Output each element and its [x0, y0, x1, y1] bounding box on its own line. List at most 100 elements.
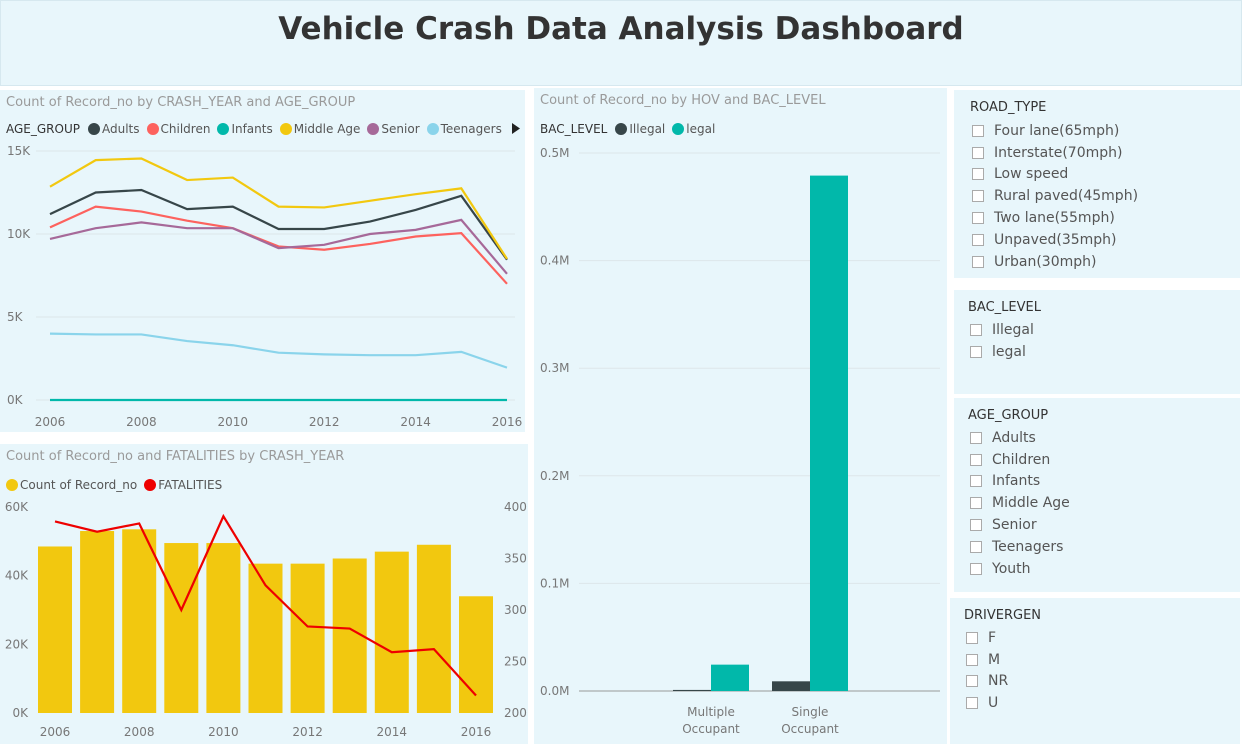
slicer-option-legal[interactable]: legal [970, 341, 1034, 363]
legend-item-middle-age[interactable]: Middle Age [279, 122, 360, 136]
hov-bac-chart-plot: 0.0M 0.1M 0.2M 0.3M 0.4M 0.5M Multiple Occupant… [540, 146, 940, 736]
bar-records-2006 [38, 546, 72, 713]
slicer-option-four-lane-65mph[interactable]: Four lane(65mph) [972, 120, 1138, 142]
records-fatalities-combo-chart[interactable]: Count of Record_no and FATALITIES by CRA… [0, 444, 528, 744]
road-type-slicer[interactable]: ROAD_TYPE Four lane(65mph) Interstate(70m… [954, 90, 1240, 278]
y2-tick-label: 300 [504, 603, 527, 617]
checkbox[interactable] [970, 453, 982, 466]
checkbox[interactable] [972, 190, 984, 203]
legend-item-infants[interactable]: Infants [217, 122, 273, 136]
legend-dot-icon [672, 123, 685, 135]
y2-tick-label: 350 [504, 552, 527, 566]
age-group-slicer[interactable]: AGE_GROUP Adults Children Infants Middle Ag… [954, 398, 1240, 592]
y-tick-label: 10K [7, 227, 31, 241]
chart-title: Count of Record_no by CRASH_YEAR and AGE… [6, 95, 356, 110]
slicer-option-teenagers[interactable]: Teenagers [970, 536, 1070, 558]
dashboard-title: Vehicle Crash Data Analysis Dashboard [278, 11, 964, 47]
slicer-option-rural-paved-45mph[interactable]: Rural paved(45mph) [972, 185, 1138, 207]
legend-scroll-right-icon[interactable] [512, 123, 520, 134]
chart-legend: AGE_GROUP Adults Children Infants Middle Ag… [6, 122, 509, 136]
checkbox[interactable] [972, 146, 984, 159]
checkbox[interactable] [970, 562, 982, 575]
chart-legend: BAC_LEVEL Illegal legal [540, 122, 722, 136]
slicer-option-label: legal [992, 343, 1026, 360]
chart-legend: Count of Record_no FATALITIES [6, 478, 229, 492]
slicer-option-label: Senior [992, 517, 1037, 534]
slicer-option-u[interactable]: U [966, 692, 1008, 714]
bac-level-slicer[interactable]: BAC_LEVEL Illegal legal [954, 290, 1240, 394]
bar-legal-single-occupant [810, 175, 848, 691]
legend-dot-icon [87, 123, 100, 135]
x-tick-label: 2006 [35, 415, 66, 429]
slicer-option-label: Low speed [994, 166, 1069, 183]
x-tick-label: 2010 [218, 415, 249, 429]
y-tick-label: 60K [5, 500, 29, 514]
slicer-option-unpaved-35mph[interactable]: Unpaved(35mph) [972, 229, 1138, 251]
slicer-option-label: Interstate(70mph) [994, 144, 1123, 161]
slicer-option-youth[interactable]: Youth [970, 558, 1070, 580]
slicer-option-senior[interactable]: Senior [970, 514, 1070, 536]
slicer-option-interstate-70mph[interactable]: Interstate(70mph) [972, 142, 1138, 164]
checkbox[interactable] [972, 168, 984, 181]
legend-label: Children [160, 122, 211, 136]
legend-title: BAC_LEVEL [540, 122, 608, 136]
x-tick-label: Occupant [682, 722, 740, 736]
bar-illegal-single-occupant [772, 681, 810, 691]
bar-records-2011 [248, 563, 283, 713]
bar-records-2009 [164, 543, 199, 713]
legend-dot-icon [217, 123, 230, 135]
slicer-option-label: Urban(30mph) [994, 253, 1097, 270]
slicer-option-label: Middle Age [992, 495, 1070, 512]
slicer-option-middle-age[interactable]: Middle Age [970, 492, 1070, 514]
slicer-list: F M NR U [966, 627, 1008, 714]
legend-dot-icon [367, 123, 380, 135]
slicer-title: BAC_LEVEL [968, 300, 1041, 315]
checkbox[interactable] [972, 233, 984, 246]
y-tick-label: 0.2M [540, 469, 569, 483]
checkbox[interactable] [970, 323, 982, 336]
age-group-line-chart[interactable]: Count of Record_no by CRASH_YEAR and AGE… [0, 90, 525, 432]
checkbox[interactable] [966, 697, 978, 710]
checkbox[interactable] [966, 631, 978, 644]
drivergen-slicer[interactable]: DRIVERGEN F M NR U [950, 598, 1240, 744]
checkbox[interactable] [972, 124, 984, 137]
legend-item-legal[interactable]: legal [672, 122, 715, 136]
hov-bac-bar-chart[interactable]: Count of Record_no by HOV and BAC_LEVEL … [534, 88, 947, 744]
checkbox[interactable] [970, 475, 982, 488]
legend-item-illegal[interactable]: Illegal [615, 122, 665, 136]
slicer-option-low-speed[interactable]: Low speed [972, 164, 1138, 186]
legend-item-fatalities[interactable]: FATALITIES [144, 478, 222, 492]
slicer-option-label: Youth [992, 560, 1031, 577]
legend-item-adults[interactable]: Adults [87, 122, 140, 136]
legend-label: FATALITIES [158, 478, 223, 492]
legend-item-children[interactable]: Children [146, 122, 211, 136]
checkbox[interactable] [970, 345, 982, 358]
slicer-option-f[interactable]: F [966, 627, 1008, 649]
legend-item-teenagers[interactable]: Teenagers [426, 122, 502, 136]
slicer-option-children[interactable]: Children [970, 449, 1070, 471]
slicer-title: AGE_GROUP [968, 408, 1049, 423]
checkbox[interactable] [966, 675, 978, 688]
legend-item-count-of-record-no[interactable]: Count of Record_no [6, 478, 137, 492]
slicer-option-illegal[interactable]: Illegal [970, 319, 1034, 341]
checkbox[interactable] [966, 653, 978, 666]
y-tick-label: 0.0M [540, 684, 569, 698]
slicer-option-nr[interactable]: NR [966, 671, 1008, 693]
chart-title: Count of Record_no by HOV and BAC_LEVEL [540, 93, 826, 108]
slicer-option-m[interactable]: M [966, 649, 1008, 671]
legend-item-senior[interactable]: Senior [367, 122, 420, 136]
checkbox[interactable] [970, 540, 982, 553]
slicer-option-label: M [988, 651, 1001, 668]
checkbox[interactable] [972, 212, 984, 225]
slicer-option-two-lane-55mph[interactable]: Two lane(55mph) [972, 207, 1138, 229]
slicer-list: Illegal legal [970, 319, 1034, 363]
slicer-option-urban-30mph[interactable]: Urban(30mph) [972, 251, 1138, 273]
checkbox[interactable] [970, 431, 982, 444]
slicer-option-infants[interactable]: Infants [970, 471, 1070, 493]
slicer-title: ROAD_TYPE [970, 100, 1047, 115]
checkbox[interactable] [972, 255, 984, 268]
checkbox[interactable] [970, 519, 982, 532]
slicer-option-adults[interactable]: Adults [970, 427, 1070, 449]
checkbox[interactable] [970, 497, 982, 510]
y-tick-label: 0.3M [540, 361, 569, 375]
